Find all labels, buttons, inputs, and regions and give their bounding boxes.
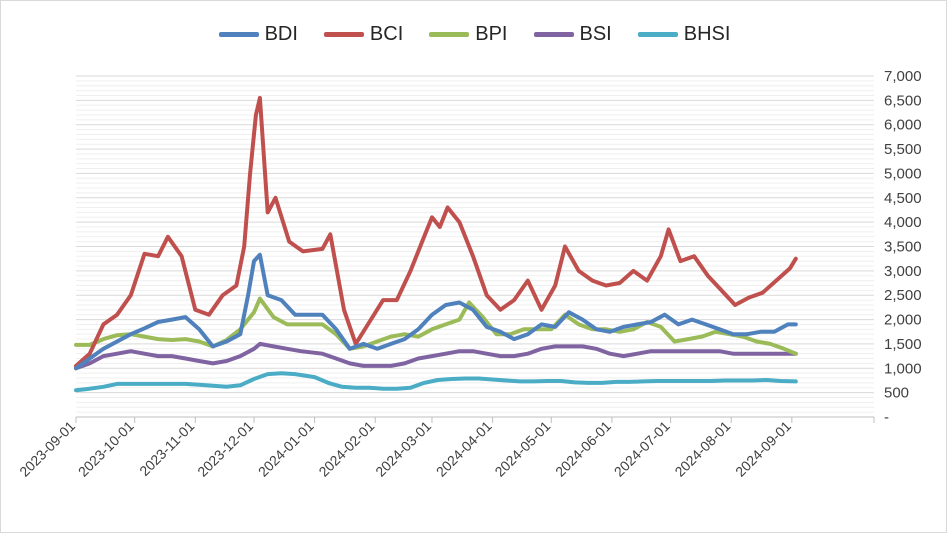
x-tick-label: 2024-02-01	[315, 418, 377, 480]
y-tick-label: 2,500	[884, 287, 922, 304]
legend-label-bdi: BDI	[264, 23, 298, 45]
legend-swatch-bpi	[429, 32, 470, 37]
y-tick-label: 4,000	[884, 214, 922, 231]
legend-label-bhsi: BHSI	[683, 23, 731, 45]
legend-swatch-bsi	[533, 32, 574, 37]
x-tick-label: 2023-12-01	[194, 418, 256, 480]
legend-swatch-bhsi	[637, 32, 678, 37]
series-line-bhsi	[74, 371, 798, 393]
legend-swatch-bci	[323, 32, 364, 37]
legend-label-bci: BCI	[369, 23, 404, 45]
legend-item-bhsi: BHSI	[637, 23, 731, 46]
y-tick-label: 1,500	[884, 336, 922, 353]
legend-item-bpi: BPI	[429, 23, 508, 46]
x-tick-label: 2024-09-01	[732, 418, 794, 480]
x-tick-label: 2024-03-01	[372, 418, 434, 480]
y-tick-label: 4,500	[884, 190, 922, 207]
x-tick-label: 2023-11-01	[136, 418, 197, 479]
y-tick-label: 1,000	[884, 360, 922, 377]
y-tick-label: 2,000	[884, 312, 922, 329]
legend: BDI BCI BPI BSI BHSI	[1, 23, 947, 46]
x-tick-label: 2024-08-01	[671, 418, 733, 480]
legend-label-bsi: BSI	[579, 23, 612, 45]
y-tick-label: 500	[884, 385, 909, 402]
x-tick-label: 2024-04-01	[433, 418, 495, 480]
x-tick-label: 2023-09-01	[16, 418, 78, 480]
x-tick-label: 2024-01-01	[255, 418, 317, 480]
x-tick-label: 2024-06-01	[552, 418, 614, 480]
legend-label-bpi: BPI	[475, 23, 508, 45]
legend-item-bdi: BDI	[218, 23, 298, 46]
y-tick-label: 3,500	[884, 239, 922, 256]
legend-item-bsi: BSI	[533, 23, 612, 46]
x-tick-label: 2024-05-01	[491, 418, 553, 480]
x-tick-label: 2023-10-01	[75, 418, 137, 480]
series-line-bsi	[74, 341, 798, 371]
y-tick-label: 6,000	[884, 117, 922, 134]
y-tick-label: 5,000	[884, 165, 922, 182]
y-tick-label: 6,500	[884, 92, 922, 109]
legend-swatch-bdi	[218, 32, 259, 37]
x-tick-label: 2024-07-01	[611, 418, 673, 480]
series-line-bpi	[74, 296, 798, 356]
y-tick-label: 3,000	[884, 263, 922, 280]
y-tick-label: 5,500	[884, 141, 922, 158]
y-tick-label: 7,000	[884, 68, 922, 85]
series-line-bdi	[74, 252, 798, 371]
y-tick-label: -	[884, 409, 889, 426]
legend-item-bci: BCI	[323, 23, 404, 46]
series-line-bci	[74, 95, 798, 368]
